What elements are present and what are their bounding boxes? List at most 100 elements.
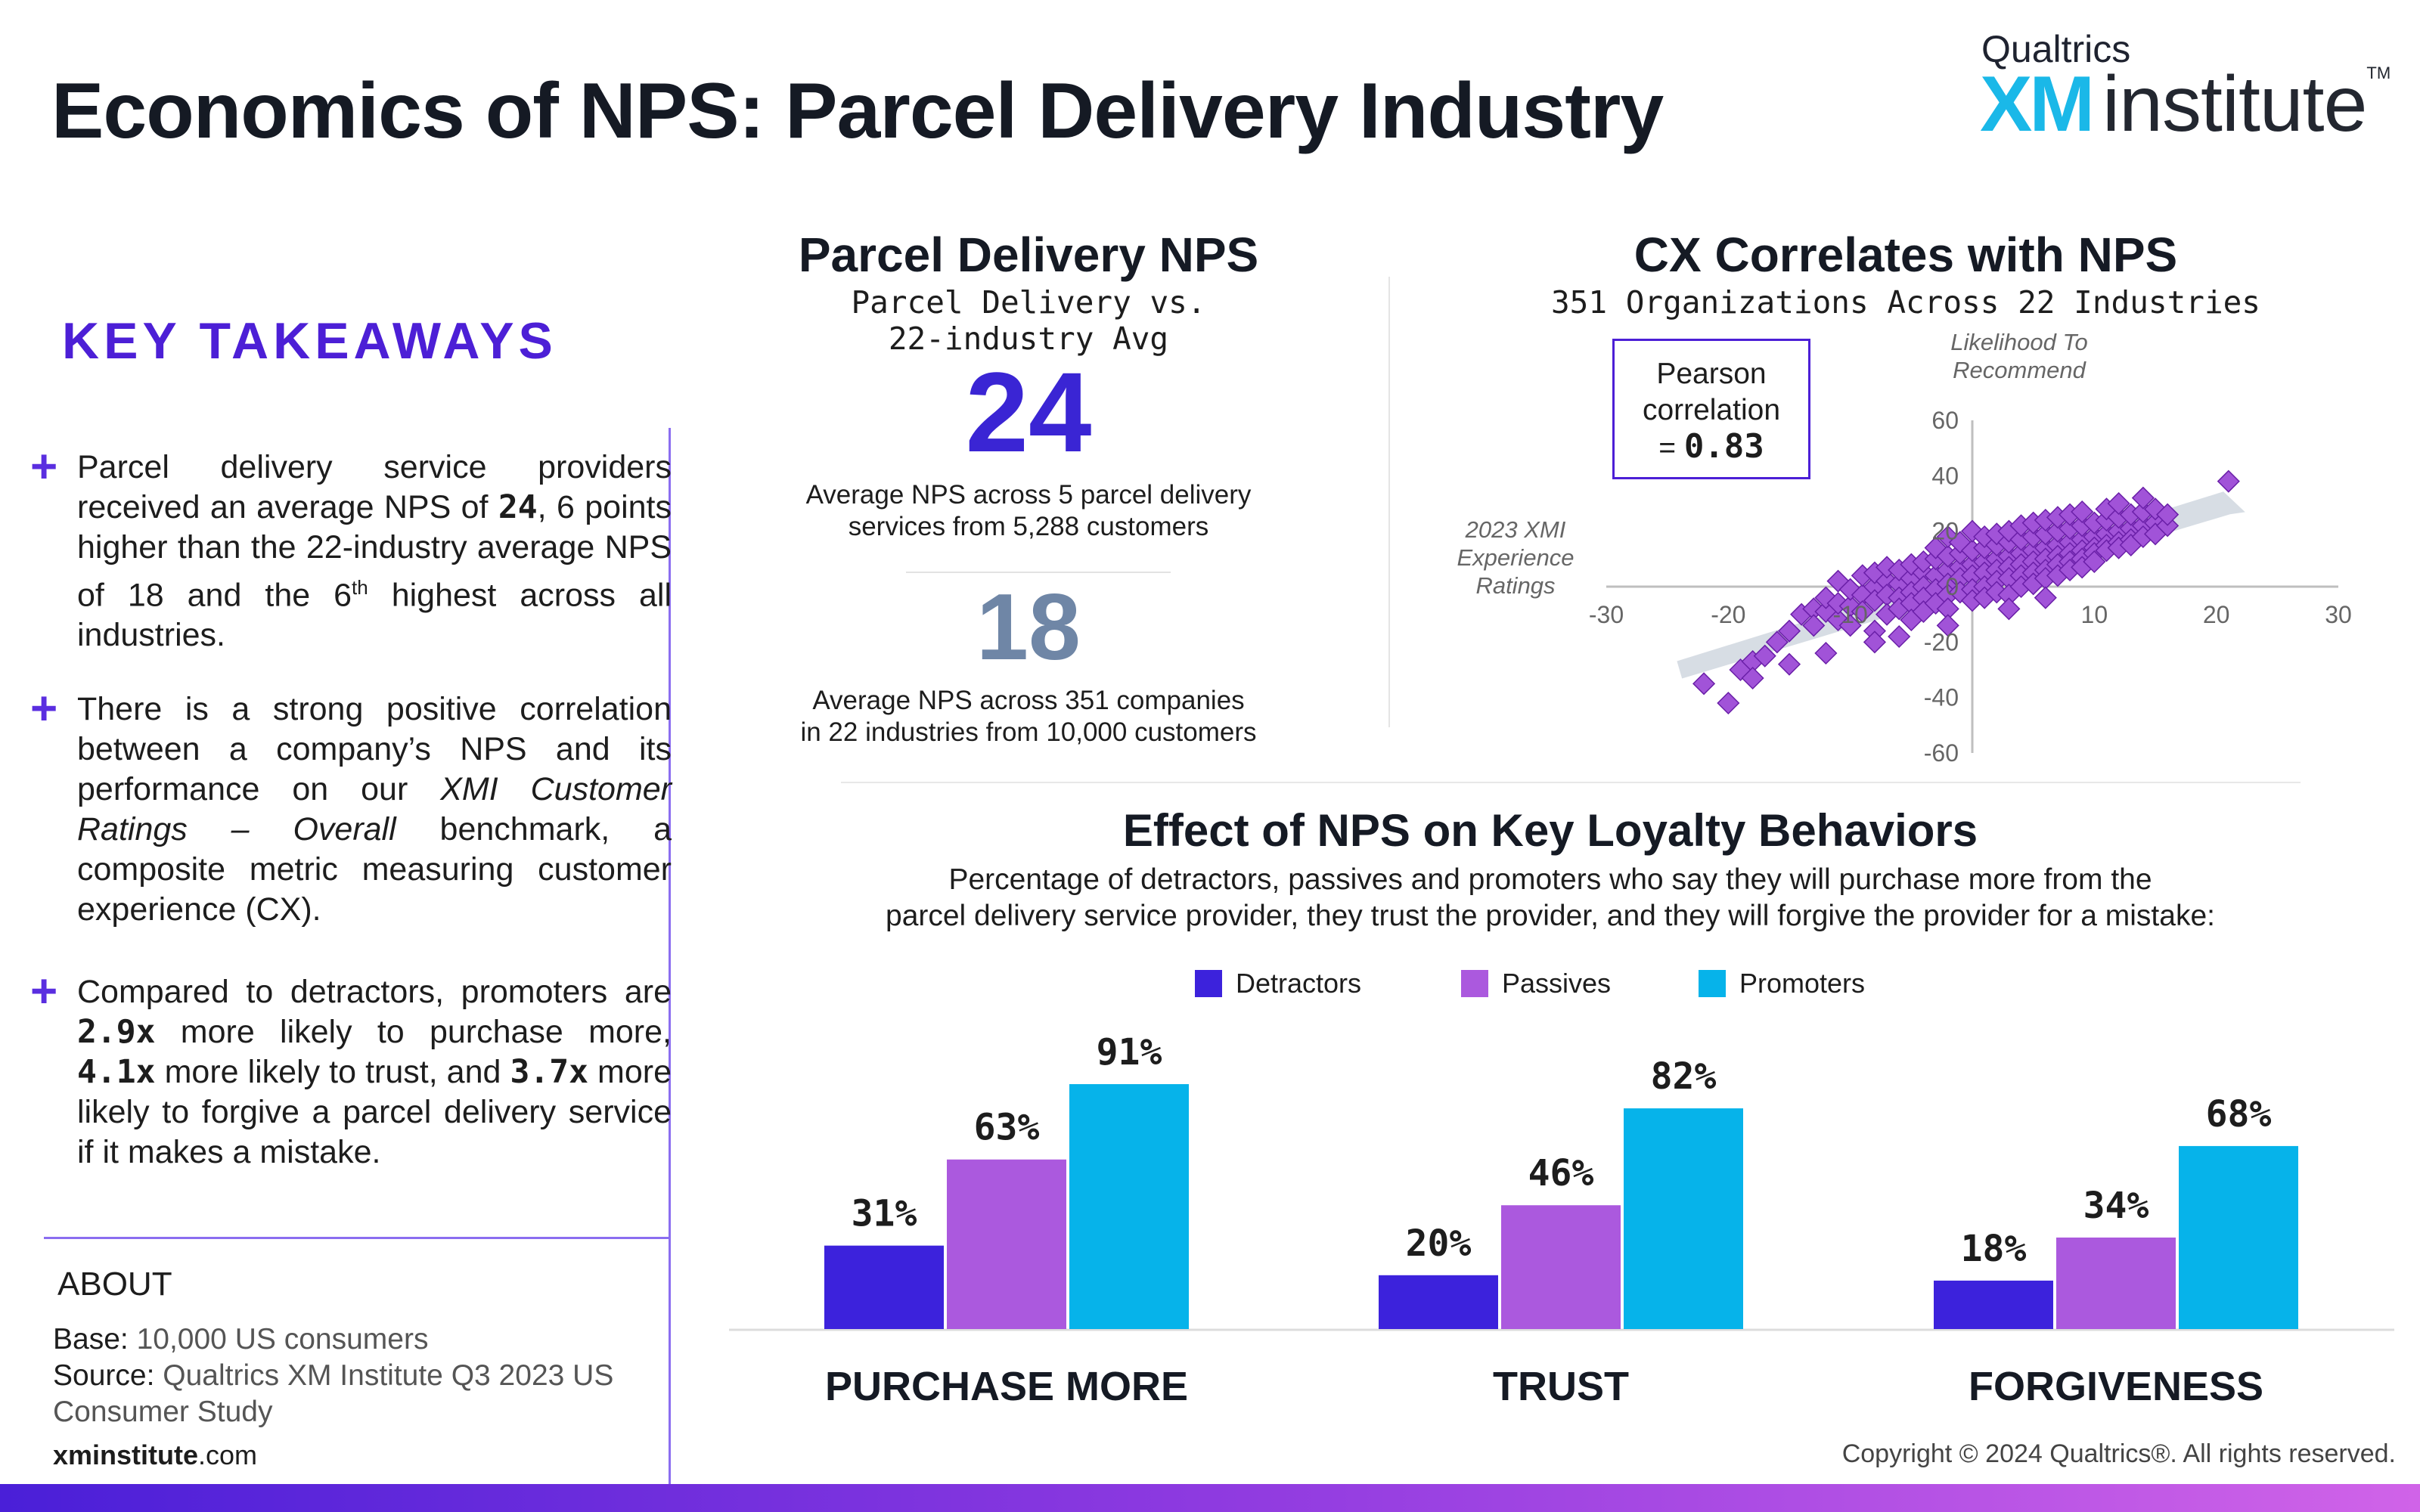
bar-detractors xyxy=(824,1245,944,1329)
about-body: Base: 10,000 US consumers Source: Qualtr… xyxy=(53,1323,614,1428)
scatter-point xyxy=(1814,641,1838,665)
scatter-point xyxy=(1777,619,1801,643)
scatter-y-axis-label: Likelihood To Recommend xyxy=(1950,329,2088,383)
scatter-y-tick-label: -40 xyxy=(1924,684,1959,711)
scatter-x-axis-label: 2023 XMI Experience Ratings xyxy=(1457,516,1575,599)
parcel-nps-value: 24 xyxy=(965,349,1092,476)
scatter-y-tick-label: 20 xyxy=(1931,518,1959,545)
about-title: ABOUT xyxy=(57,1266,172,1303)
brand-logo-institute: institute xyxy=(2102,60,2367,148)
bar-value-label: 46% xyxy=(1528,1152,1594,1194)
scatter-y-tick-label: -60 xyxy=(1924,739,1959,767)
bar-category-label: PURCHASE MORE xyxy=(825,1364,1188,1409)
loyalty-panel-subtitle: Percentage of detractors, passives and p… xyxy=(886,863,2215,932)
brand-company-name: Qualtrics xyxy=(1981,28,2131,70)
legend-item-passives: Passives xyxy=(1461,965,1611,1002)
bar-value-label: 63% xyxy=(974,1107,1040,1149)
section-divider xyxy=(841,782,2301,783)
scatter-point xyxy=(1936,614,1959,637)
takeaway-text: Parcel delivery service providers receiv… xyxy=(77,449,672,654)
scatter-point xyxy=(1851,600,1874,624)
bar-value-label: 82% xyxy=(1651,1055,1717,1098)
scatter-point xyxy=(2156,503,2180,526)
scatter-point xyxy=(2131,486,2155,510)
scatter-point xyxy=(1777,652,1801,676)
legend-item-promoters: Promoters xyxy=(1699,965,1865,1002)
nps-divider xyxy=(906,572,1171,573)
scatter-y-tick-label: 60 xyxy=(1931,407,1959,434)
scatter-y-tick-label: -20 xyxy=(1924,628,1959,655)
about-divider xyxy=(44,1237,670,1239)
plus-icon: + xyxy=(30,683,58,735)
bar-value-label: 18% xyxy=(1961,1228,2027,1270)
scatter-x-tick-label: 10 xyxy=(2081,601,2108,628)
brand-logo-tm: TM xyxy=(2366,64,2391,82)
scatter-point xyxy=(1717,691,1740,715)
bar-category-label: FORGIVENESS xyxy=(1969,1364,2263,1409)
cx-panel-subtitle: 351 Organizations Across 22 Industries xyxy=(1551,284,2260,321)
scatter-y-tick-label: 40 xyxy=(1931,462,1959,489)
scatter-point xyxy=(1753,644,1776,668)
legend-swatch-passives xyxy=(1461,970,1488,997)
bar-category-label: TRUST xyxy=(1493,1364,1629,1409)
bar-value-label: 68% xyxy=(2206,1093,2272,1136)
takeaway-text: Compared to detractors, promoters are 2.… xyxy=(77,974,672,1170)
legend-item-detractors: Detractors xyxy=(1195,965,1361,1002)
legend-label-passives: Passives xyxy=(1502,968,1612,999)
plus-icon: + xyxy=(30,965,58,1018)
legend-label-promoters: Promoters xyxy=(1739,968,1866,999)
scatter-point xyxy=(1838,614,1862,637)
pearson-correlation-box: Pearson correlation = 0.83 xyxy=(1612,339,1810,479)
scatter-point xyxy=(2071,500,2094,524)
scatter-point xyxy=(1997,597,2021,621)
scatter-point xyxy=(1888,624,1911,649)
bar-value-label: 91% xyxy=(1097,1031,1162,1074)
loyalty-legend: Detractors Passives Promoters xyxy=(1195,965,1951,1002)
plus-icon: + xyxy=(30,441,58,493)
loyalty-bar-chart: 31% 63% 91% PURCHASE MORE 20% 46% 82% TRUST 18% 3… xyxy=(729,1031,2394,1409)
scatter-y-tick-label: 0 xyxy=(1945,573,1959,600)
bar-detractors xyxy=(1379,1275,1498,1329)
scatter-x-tick-label: -10 xyxy=(1833,601,1868,628)
cx-nps-scatter-chart: -30 -20 -10 10 20 30 60 40 20 0 -20 -40 -60 xyxy=(1589,407,2352,767)
parcel-nps-description: Average NPS across 5 parcel delivery ser… xyxy=(805,480,1252,541)
nps-panel-subtitle: Parcel Delivery vs. 22-industry Avg xyxy=(851,284,1206,357)
legend-swatch-promoters xyxy=(1699,970,1726,997)
bar-promoters xyxy=(2179,1145,2298,1329)
bar-value-label: 20% xyxy=(1406,1222,1472,1265)
bar-detractors xyxy=(1934,1280,2053,1329)
key-takeaways-title: KEY TAKEAWAYS xyxy=(62,312,557,370)
left-column-divider xyxy=(669,428,671,1485)
scatter-point xyxy=(1863,631,1886,654)
brand-logo: XM instituteTM xyxy=(1980,65,2391,144)
brand-logo-xm: XM xyxy=(1980,60,2095,148)
loyalty-panel-title: Effect of NPS on Key Loyalty Behaviors xyxy=(1122,805,1978,856)
scatter-x-tick-label: 30 xyxy=(2325,601,2352,628)
bar-passives xyxy=(1501,1205,1621,1329)
copyright: Copyright © 2024 Qualtrics®. All rights … xyxy=(1841,1439,2396,1468)
scatter-point xyxy=(2083,550,2106,574)
scatter-point xyxy=(2034,586,2057,609)
scatter-x-tick-label: -20 xyxy=(1711,601,1745,628)
scatter-point xyxy=(1765,631,1789,654)
scatter-point xyxy=(2107,491,2130,516)
scatter-point xyxy=(1692,672,1716,696)
scatter-point xyxy=(1802,614,1826,637)
bar-promoters xyxy=(1069,1084,1189,1329)
industry-avg-nps-value: 18 xyxy=(976,575,1081,680)
bar-value-label: 34% xyxy=(2083,1185,2149,1227)
scatter-x-tick-label: 20 xyxy=(2203,601,2230,628)
bar-promoters xyxy=(1624,1108,1743,1329)
legend-swatch-detractors xyxy=(1195,970,1222,997)
bar-value-label: 31% xyxy=(852,1193,917,1235)
scatter-point xyxy=(2217,469,2240,493)
scatter-point xyxy=(1741,666,1764,690)
scatter-x-tick-label: -30 xyxy=(1589,601,1624,628)
cx-panel-title: CX Correlates with NPS xyxy=(1634,228,2178,282)
page-title: Economics of NPS: Parcel Delivery Indust… xyxy=(51,67,1664,155)
website-link[interactable]: xminstitute.com xyxy=(53,1439,258,1470)
bottom-gradient-bar xyxy=(0,1484,2420,1512)
panel-divider xyxy=(1388,277,1390,727)
bar-passives xyxy=(2056,1237,2176,1329)
industry-avg-nps-description: Average NPS across 351 companies in 22 i… xyxy=(800,686,1257,747)
